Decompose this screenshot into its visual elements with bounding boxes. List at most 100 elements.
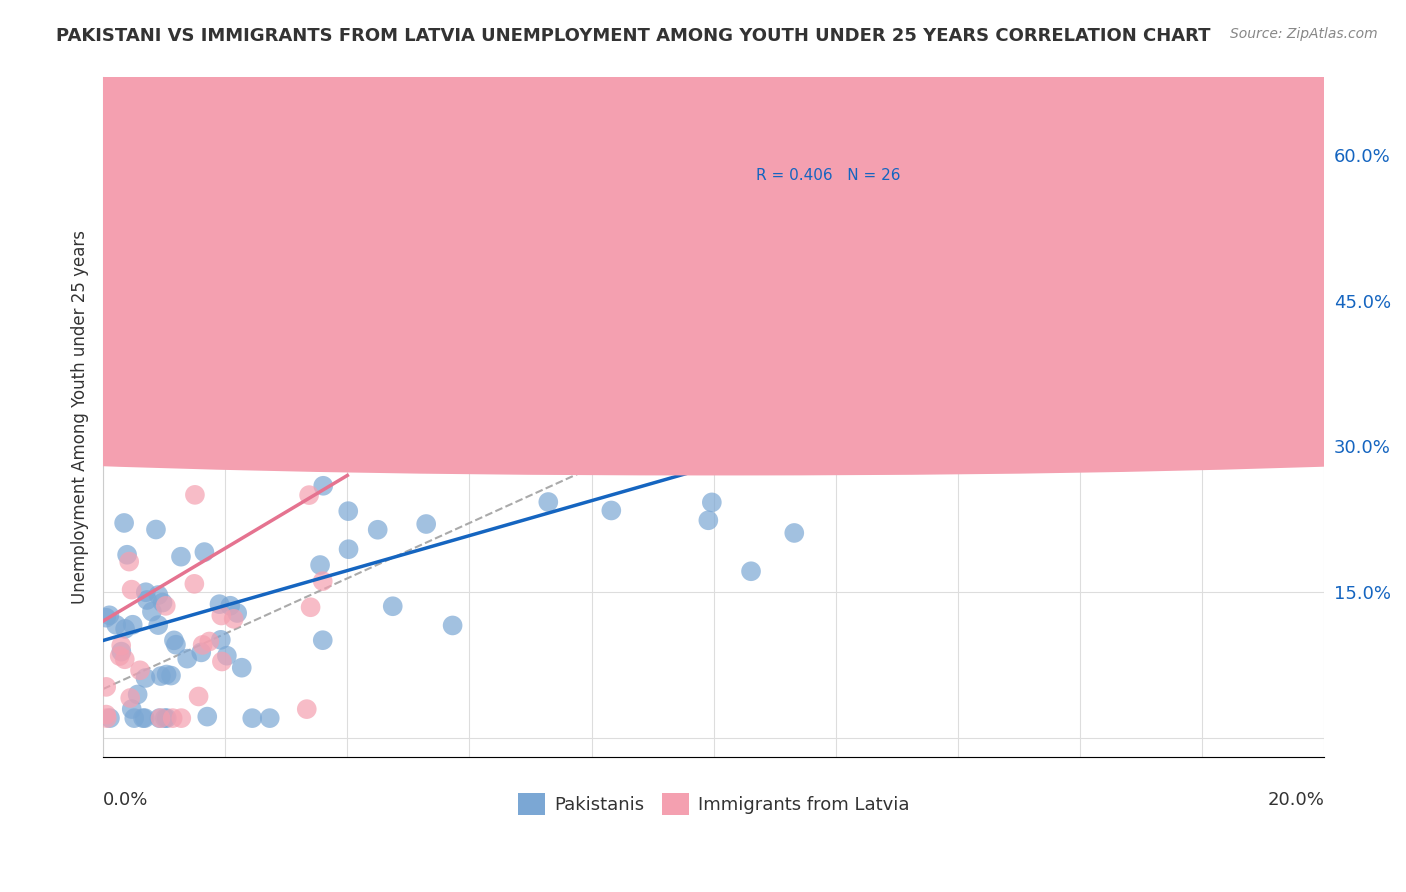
Pakistanis (163, 633, 186, 648)
Pakistanis (170, 549, 193, 564)
Immigrants from Latvia (96, 707, 118, 722)
Pakistanis (219, 599, 242, 613)
Pakistanis (259, 711, 281, 725)
Pakistanis (337, 542, 360, 557)
Immigrants from Latvia (121, 582, 143, 597)
Pakistanis (208, 597, 231, 611)
Pakistanis (783, 525, 806, 540)
Immigrants from Latvia (198, 634, 221, 648)
Pakistanis (121, 617, 143, 632)
Pakistanis (1056, 243, 1078, 257)
Pakistanis (121, 702, 143, 716)
Pakistanis (176, 651, 198, 665)
Pakistanis (942, 449, 965, 463)
Pakistanis (134, 671, 156, 685)
Pakistanis (141, 605, 163, 619)
Pakistanis (153, 711, 176, 725)
Immigrants from Latvia (96, 680, 118, 694)
Pakistanis (98, 711, 121, 725)
Pakistanis (160, 668, 183, 682)
Pakistanis (134, 711, 156, 725)
Immigrants from Latvia (170, 711, 193, 725)
Pakistanis (98, 608, 121, 623)
Legend: Pakistanis, Immigrants from Latvia: Pakistanis, Immigrants from Latvia (510, 786, 917, 822)
Pakistanis (136, 593, 159, 607)
Pakistanis (600, 503, 623, 517)
Immigrants from Latvia (114, 652, 136, 666)
Pakistanis (367, 523, 389, 537)
Immigrants from Latvia (108, 649, 131, 664)
Pakistanis (112, 516, 135, 530)
Pakistanis (209, 632, 232, 647)
Pakistanis (165, 638, 187, 652)
Pakistanis (879, 421, 901, 435)
Pakistanis (690, 411, 713, 425)
Pakistanis (309, 558, 332, 572)
Immigrants from Latvia (118, 555, 141, 569)
Immigrants from Latvia (149, 711, 172, 725)
Pakistanis (132, 711, 155, 725)
Pakistanis (148, 588, 170, 602)
Pakistanis (215, 648, 238, 663)
Pakistanis (96, 610, 118, 624)
Pakistanis (149, 669, 172, 683)
Immigrants from Latvia (129, 663, 152, 677)
Text: 0.0%: 0.0% (103, 791, 149, 809)
Pakistanis (312, 633, 335, 648)
Pakistanis (110, 645, 132, 659)
Immigrants from Latvia (162, 711, 184, 725)
Immigrants from Latvia (295, 702, 318, 716)
Pakistanis (337, 504, 360, 518)
Immigrants from Latvia (110, 639, 132, 653)
Text: PAKISTANI VS IMMIGRANTS FROM LATVIA UNEMPLOYMENT AMONG YOUTH UNDER 25 YEARS CORR: PAKISTANI VS IMMIGRANTS FROM LATVIA UNEM… (56, 27, 1211, 45)
Immigrants from Latvia (312, 574, 335, 588)
Pakistanis (842, 285, 865, 299)
FancyBboxPatch shape (652, 121, 1294, 213)
Pakistanis (148, 618, 170, 632)
Pakistanis (148, 711, 170, 725)
Pakistanis (441, 618, 464, 632)
Pakistanis (135, 585, 157, 599)
Pakistanis (1144, 333, 1167, 347)
Pakistanis (195, 709, 218, 723)
Pakistanis (114, 622, 136, 636)
Pakistanis (1062, 282, 1084, 296)
Pakistanis (122, 711, 145, 725)
Immigrants from Latvia (183, 577, 205, 591)
Pakistanis (1153, 257, 1175, 271)
FancyBboxPatch shape (0, 0, 1406, 475)
Pakistanis (415, 516, 437, 531)
Pakistanis (155, 667, 177, 681)
Pakistanis (127, 688, 149, 702)
Pakistanis (145, 523, 167, 537)
Pakistanis (931, 293, 953, 308)
Immigrants from Latvia (298, 488, 321, 502)
Pakistanis (240, 711, 263, 725)
Pakistanis (193, 545, 215, 559)
Immigrants from Latvia (222, 612, 245, 626)
Pakistanis (190, 645, 212, 659)
Pakistanis (312, 479, 335, 493)
Pakistanis (1161, 385, 1184, 400)
Pakistanis (105, 617, 128, 632)
Text: R = 0.406   N = 26: R = 0.406 N = 26 (756, 168, 901, 183)
Pakistanis (156, 711, 179, 725)
Pakistanis (100, 148, 122, 162)
Pakistanis (700, 495, 723, 509)
Immigrants from Latvia (209, 608, 232, 623)
Pakistanis (152, 596, 174, 610)
Immigrants from Latvia (155, 599, 177, 613)
Text: R = 0.460   N = 71: R = 0.460 N = 71 (756, 139, 901, 153)
Pakistanis (697, 513, 720, 527)
Immigrants from Latvia (120, 690, 142, 705)
Immigrants from Latvia (184, 488, 207, 502)
Immigrants from Latvia (187, 690, 209, 704)
Text: Source: ZipAtlas.com: Source: ZipAtlas.com (1230, 27, 1378, 41)
Pakistanis (740, 564, 762, 578)
Pakistanis (231, 661, 253, 675)
Pakistanis (537, 495, 560, 509)
Y-axis label: Unemployment Among Youth under 25 years: Unemployment Among Youth under 25 years (72, 230, 89, 604)
Pakistanis (920, 431, 942, 445)
Pakistanis (226, 606, 249, 620)
Pakistanis (115, 548, 138, 562)
